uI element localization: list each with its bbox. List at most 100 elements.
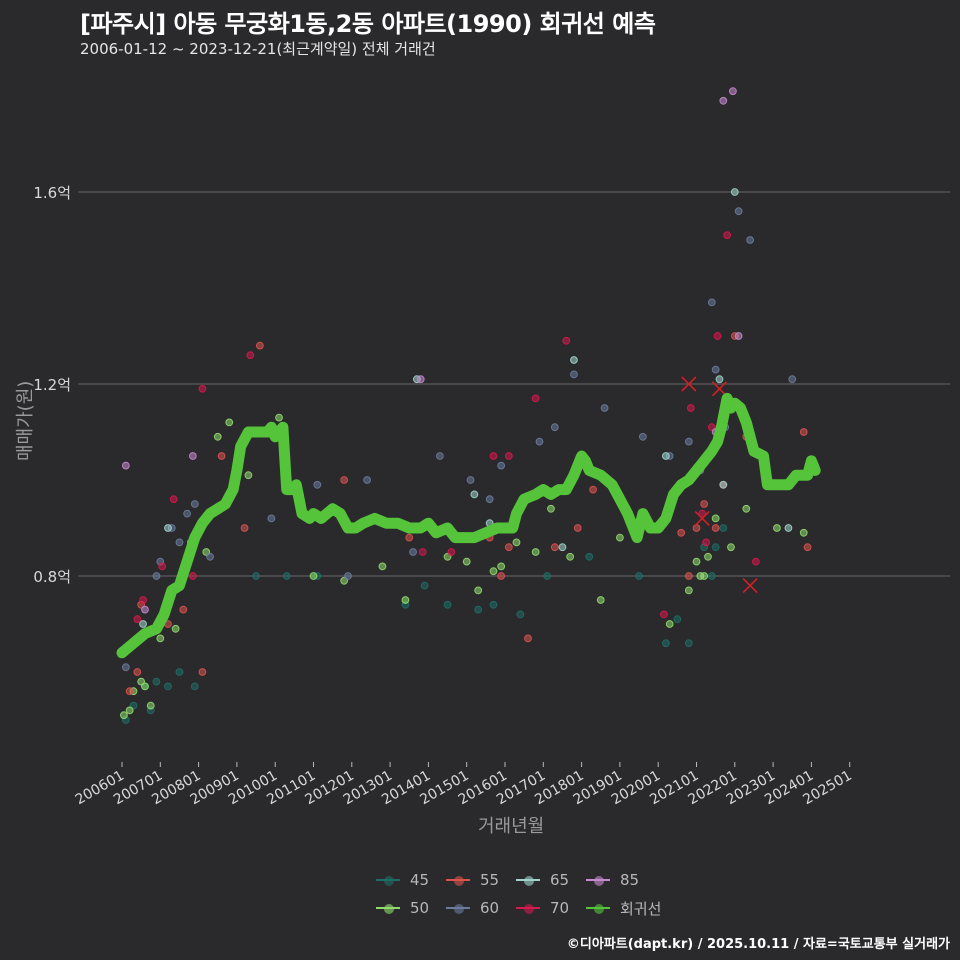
legend-label: 60 bbox=[480, 899, 500, 917]
outlier-x-icon bbox=[681, 376, 697, 392]
scatter-point-50 bbox=[497, 562, 506, 571]
scatter-point-50 bbox=[244, 471, 253, 480]
scatter-point-45 bbox=[635, 572, 643, 580]
scatter-point-55 bbox=[255, 341, 264, 350]
scatter-point-50 bbox=[684, 586, 693, 595]
scatter-point-55 bbox=[684, 572, 693, 580]
scatter-point-70 bbox=[489, 452, 498, 460]
scatter-point-50 bbox=[401, 596, 410, 604]
scatter-point-70 bbox=[531, 394, 540, 403]
y-tick-label: 0.8억 bbox=[33, 568, 71, 586]
scatter-point-55 bbox=[133, 668, 142, 676]
scatter-point-85 bbox=[416, 375, 425, 384]
legend-item-70[interactable]: 70 bbox=[516, 899, 586, 917]
legend-swatch-icon bbox=[376, 875, 400, 886]
legend-row-1: 45 55 65 85 bbox=[376, 866, 696, 894]
scatter-point-70 bbox=[713, 332, 722, 340]
legend-swatch-icon bbox=[446, 903, 470, 914]
legend-item-45[interactable]: 45 bbox=[376, 871, 446, 889]
legend-item-85[interactable]: 85 bbox=[586, 871, 656, 889]
scatter-point-50 bbox=[120, 711, 128, 720]
scatter-point-60 bbox=[175, 538, 184, 547]
legend-item-60[interactable]: 60 bbox=[446, 899, 516, 917]
legend-item-regression[interactable]: 회귀선 bbox=[586, 898, 676, 919]
scatter-point-45 bbox=[661, 639, 670, 648]
legend-label: 55 bbox=[480, 871, 500, 889]
legend-item-55[interactable]: 55 bbox=[446, 871, 516, 889]
legend-item-50[interactable]: 50 bbox=[376, 899, 446, 917]
scatter-point-60 bbox=[535, 437, 544, 446]
scatter-point-60 bbox=[435, 452, 444, 460]
scatter-point-65 bbox=[719, 480, 728, 489]
scatter-point-85 bbox=[728, 87, 737, 96]
scatter-point-45 bbox=[175, 668, 184, 676]
scatter-point-70 bbox=[562, 336, 571, 345]
scatter-point-55 bbox=[405, 533, 414, 542]
scatter-point-85 bbox=[734, 332, 743, 340]
scatter-point-70 bbox=[751, 557, 760, 566]
x-axis-ticks: 2006012007012008012009012010012011012012… bbox=[73, 762, 855, 808]
scatter-point-65 bbox=[784, 524, 793, 532]
scatter-point-50 bbox=[462, 557, 471, 566]
scatter-point-45 bbox=[282, 572, 291, 580]
scatter-point-55 bbox=[799, 428, 808, 436]
scatter-point-60 bbox=[313, 480, 322, 489]
scatter-point-60 bbox=[267, 514, 276, 523]
scatter-point-60 bbox=[570, 370, 578, 379]
regression-path bbox=[116, 392, 821, 659]
scatter-point-50 bbox=[512, 538, 521, 547]
legend-swatch-icon bbox=[586, 875, 610, 886]
scatter-point-50 bbox=[711, 514, 720, 523]
y-tick-label: 1.2억 bbox=[33, 376, 71, 394]
scatter-point-65 bbox=[715, 375, 724, 384]
scatter-point-55 bbox=[589, 485, 597, 494]
legend-swatch-icon bbox=[376, 903, 400, 914]
scatter-point-45 bbox=[516, 610, 525, 619]
scatter-point-50 bbox=[616, 533, 624, 542]
legend-label: 45 bbox=[410, 871, 430, 889]
scatter-point-60 bbox=[707, 298, 716, 307]
scatter-point-50 bbox=[309, 572, 318, 580]
scatter-point-60 bbox=[497, 461, 506, 470]
scatter-point-50 bbox=[727, 543, 735, 552]
scatter-point-55 bbox=[240, 524, 249, 532]
scatter-point-70 bbox=[139, 596, 147, 604]
legend-item-65[interactable]: 65 bbox=[516, 871, 586, 889]
scatter-point-50 bbox=[566, 552, 575, 561]
scatter-point-65 bbox=[470, 490, 479, 499]
scatter-point-55 bbox=[677, 528, 686, 537]
scatter-point-55 bbox=[340, 476, 349, 484]
chart-subtitle: 2006-01-12 ~ 2023-12-21(최근계약일) 전체 거래건 bbox=[80, 40, 436, 58]
scatter-point-60 bbox=[121, 663, 130, 672]
scatter-point-50 bbox=[156, 634, 165, 643]
outlier-markers bbox=[681, 376, 758, 594]
scatter-point-70 bbox=[447, 548, 456, 556]
scatter-point-50 bbox=[474, 586, 483, 595]
scatter-points bbox=[120, 87, 812, 724]
scatter-point-50 bbox=[704, 552, 712, 561]
scatter-point-55 bbox=[497, 572, 506, 580]
scatter-point-50 bbox=[378, 562, 387, 571]
scatter-point-60 bbox=[183, 509, 192, 518]
legend: 45 55 65 85 50 60 70 회귀선 bbox=[376, 866, 696, 922]
scatter-point-70 bbox=[418, 548, 427, 556]
outlier-x-icon bbox=[694, 510, 710, 526]
scatter-point-60 bbox=[409, 548, 417, 556]
scatter-point-55 bbox=[179, 605, 188, 614]
scatter-point-50 bbox=[596, 596, 605, 604]
scatter-point-60 bbox=[344, 572, 352, 580]
legend-swatch-icon bbox=[586, 903, 610, 914]
scatter-point-70 bbox=[158, 562, 167, 571]
scatter-point-50 bbox=[742, 504, 751, 513]
scatter-point-45 bbox=[190, 682, 199, 691]
scatter-point-45 bbox=[252, 572, 260, 580]
scatter-point-65 bbox=[730, 188, 739, 196]
scatter-point-50 bbox=[692, 557, 701, 566]
scatter-point-65 bbox=[139, 620, 147, 628]
scatter-point-50 bbox=[213, 432, 222, 441]
scatter-point-60 bbox=[152, 572, 161, 580]
scatter-point-55 bbox=[803, 543, 812, 552]
scatter-point-70 bbox=[188, 572, 197, 580]
scatter-point-70 bbox=[246, 351, 255, 360]
